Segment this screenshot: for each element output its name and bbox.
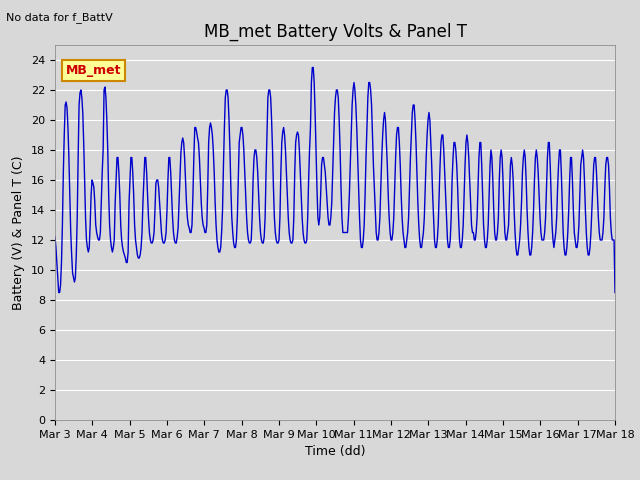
X-axis label: Time (dd): Time (dd) [305,445,365,458]
Text: No data for f_BattV: No data for f_BattV [6,12,113,23]
Y-axis label: Battery (V) & Panel T (C): Battery (V) & Panel T (C) [12,155,26,310]
Title: MB_met Battery Volts & Panel T: MB_met Battery Volts & Panel T [204,23,467,41]
Text: MB_met: MB_met [66,64,122,77]
